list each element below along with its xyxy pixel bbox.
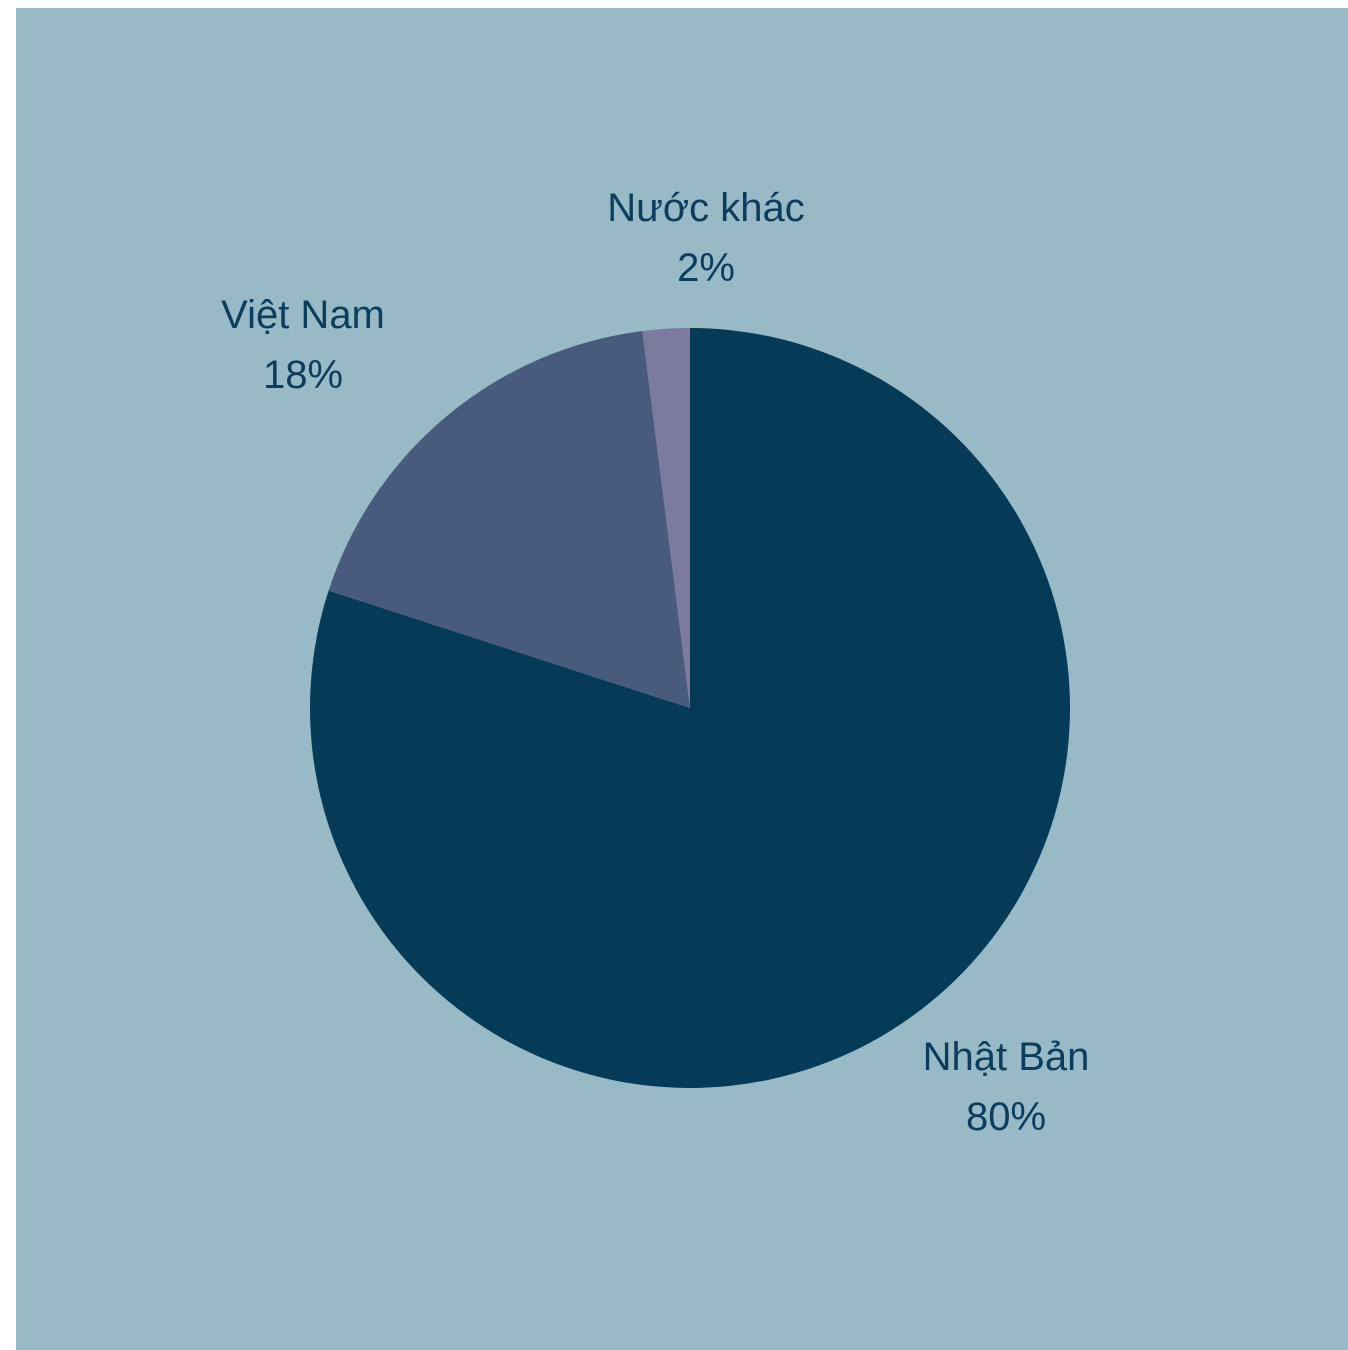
slice-value-label-1: 80% <box>966 1095 1046 1139</box>
pie-slice-3 <box>642 328 690 708</box>
slice-label-1: Nhật Bản <box>923 1035 1090 1079</box>
pie-slice-2 <box>328 331 690 708</box>
slice-value-label-3: 2% <box>677 246 735 290</box>
pie-slices <box>310 328 1071 1088</box>
slice-value-label-2: 18% <box>263 353 343 397</box>
chart-panel: Nhật Bản 80% Việt Nam 18% Nước khác 2% <box>16 8 1348 1350</box>
pie-labels: Nhật Bản 80% Việt Nam 18% Nước khác 2% <box>221 186 1089 1139</box>
pie-slice-1 <box>310 328 1071 1088</box>
slice-label-2: Việt Nam <box>221 293 385 337</box>
slice-label-3: Nước khác <box>607 186 805 230</box>
pie-chart: Nhật Bản 80% Việt Nam 18% Nước khác 2% <box>16 8 1348 1350</box>
